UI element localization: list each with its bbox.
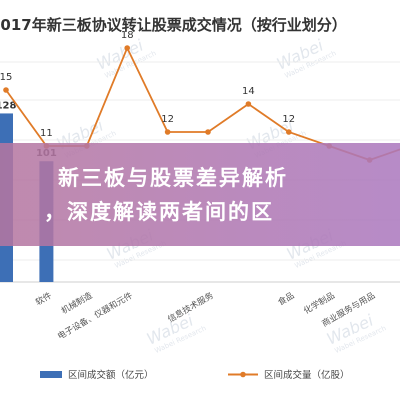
legend-swatch-bar bbox=[40, 371, 62, 378]
line-point bbox=[3, 87, 9, 93]
x-tick-label: 电子设备、仪器和元件 bbox=[56, 290, 136, 342]
line-value-label: 14 bbox=[242, 86, 255, 97]
line-value-label: 18 bbox=[121, 30, 134, 41]
banner-line-1: 新三板与股票差异解析 bbox=[58, 165, 288, 190]
bar-value-label: 128 bbox=[0, 100, 16, 111]
line-value-label: 12 bbox=[282, 114, 295, 125]
line-point bbox=[164, 129, 171, 135]
banner-line-2: ，深度解读两者间的区 bbox=[44, 199, 274, 224]
banner: 新三板与股票差异解析 ，深度解读两者间的区 bbox=[0, 143, 400, 246]
legend-label-line: 区间成交量（亿股） bbox=[264, 369, 350, 381]
x-tick-label: 机械制造 bbox=[59, 290, 94, 317]
line-value-label: 12 bbox=[161, 114, 174, 125]
line-point bbox=[286, 129, 292, 135]
line-point bbox=[245, 101, 252, 107]
line-point bbox=[205, 129, 211, 135]
chart-title: 2017年新三板协议转让股票成交情况（按行业划分） bbox=[0, 16, 347, 34]
line-value-label: 15 bbox=[0, 72, 12, 83]
legend-swatch-point bbox=[240, 371, 246, 378]
legend: 区间成交额（亿元） 区间成交量（亿股） bbox=[40, 369, 350, 381]
line-value-label: 11 bbox=[40, 128, 53, 139]
x-tick-label: 化学制品 bbox=[302, 290, 337, 317]
x-tick-label: 软件 bbox=[34, 290, 55, 308]
x-tick-label: 食品 bbox=[276, 290, 296, 308]
legend-label-bar: 区间成交额（亿元） bbox=[68, 369, 154, 381]
line-point bbox=[124, 45, 130, 51]
